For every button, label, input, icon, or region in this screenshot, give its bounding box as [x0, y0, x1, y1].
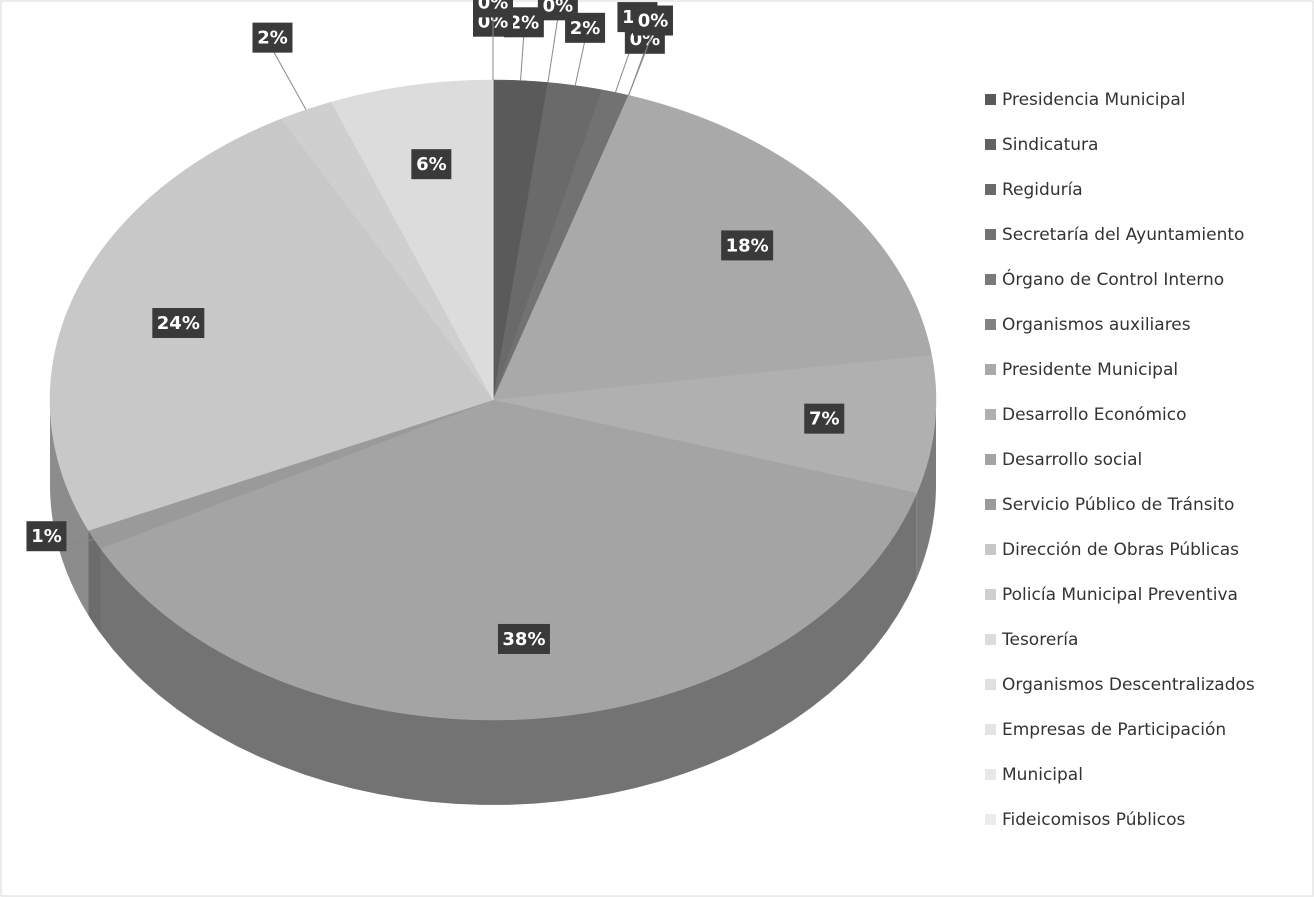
data-label: 0% — [543, 0, 574, 16]
pie-slice — [492, 82, 603, 401]
data-label: 0% — [638, 11, 669, 32]
pie-slice — [49, 118, 494, 531]
label-box — [26, 521, 67, 552]
label-box — [252, 22, 293, 53]
leader-line — [628, 32, 654, 96]
label-box — [565, 12, 606, 43]
legend-swatch — [985, 364, 996, 375]
data-label: 1% — [31, 526, 62, 547]
legend-label: Sindicatura — [1002, 135, 1098, 155]
data-label: 2% — [570, 18, 601, 39]
data-label: 6% — [416, 154, 447, 175]
legend-label: Órgano de Control Interno — [1002, 268, 1224, 290]
legend-swatch — [985, 229, 996, 240]
pie-side — [50, 400, 89, 616]
legend-swatch — [985, 274, 996, 285]
legend-swatch — [985, 409, 996, 420]
legend-label: Empresas de Participación — [1002, 720, 1226, 740]
legend-swatch — [985, 679, 996, 690]
label-box — [804, 403, 845, 434]
legend-swatch — [985, 139, 996, 150]
label-box — [632, 5, 673, 36]
leader-line — [547, 17, 559, 83]
label-box — [497, 623, 550, 654]
legend-swatch — [985, 589, 996, 600]
legend-swatch — [985, 544, 996, 555]
legend-swatch — [985, 454, 996, 465]
legend-label: Regiduría — [1002, 180, 1083, 200]
legend-label: Fideicomisos Públicos — [1002, 810, 1185, 830]
legend-label: Tesorería — [1001, 630, 1078, 650]
data-label: 18% — [726, 235, 769, 256]
pie-slice — [281, 101, 494, 401]
legend-swatch — [985, 184, 996, 195]
data-label: 2% — [509, 12, 540, 33]
legend-label: Policía Municipal Preventiva — [1002, 585, 1238, 605]
legend-swatch — [985, 94, 996, 105]
legend-swatch — [985, 319, 996, 330]
legend-label: Presidencia Municipal — [1002, 90, 1185, 110]
legend-label: Desarrollo Económico — [1002, 405, 1186, 425]
label-box — [473, 0, 513, 18]
data-label: 0% — [478, 0, 509, 13]
legend-swatch — [985, 634, 996, 645]
legend-label: Servicio Público de Tránsito — [1002, 495, 1234, 515]
legend-label: Organismos Descentralizados — [1002, 675, 1255, 695]
pie-slice — [100, 399, 918, 721]
data-label: 38% — [502, 629, 545, 650]
legend-label: Organismos auxiliares — [1002, 315, 1191, 335]
pie-slice — [331, 79, 494, 401]
legend-swatch — [985, 724, 996, 735]
legend-label: Secretaría del Ayuntamiento — [1002, 225, 1244, 245]
legend-label: Dirección de Obras Públicas — [1002, 540, 1239, 560]
legend-swatch — [985, 499, 996, 510]
leader-line — [520, 34, 525, 81]
pie-slice — [492, 95, 932, 401]
data-label: 2% — [257, 28, 288, 49]
pie-side — [88, 530, 101, 634]
pie-side — [100, 493, 917, 805]
label-box — [411, 149, 452, 180]
data-label: 24% — [157, 313, 200, 334]
pie-slice — [492, 355, 937, 494]
legend-swatch — [985, 814, 996, 825]
pie-side — [916, 400, 936, 579]
legend-swatch — [985, 769, 996, 780]
leader-line — [574, 39, 586, 86]
label-box — [721, 230, 774, 261]
data-label: 7% — [809, 409, 840, 430]
label-box — [152, 308, 205, 339]
leader-line — [272, 49, 307, 111]
legend-label: Desarrollo social — [1002, 450, 1142, 470]
legend-label: Presidente Municipal — [1002, 360, 1178, 380]
legend-label: Municipal — [1002, 765, 1083, 785]
